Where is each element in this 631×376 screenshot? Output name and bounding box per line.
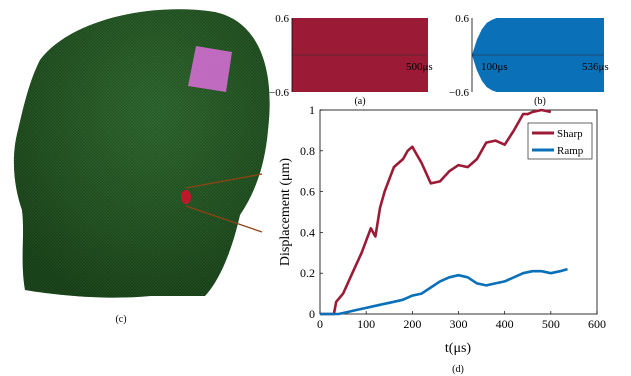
y-tick-label: 1 [309, 103, 315, 117]
signal-b-ytick-bottom: −0.6 [449, 87, 469, 99]
legend-box [527, 122, 593, 160]
x-ticks: 0 100 200 300 400 500 600 [317, 311, 606, 331]
signal-a-duration-label: 500μs [406, 61, 433, 73]
x-tick-label: 0 [317, 317, 323, 331]
signal-a-ytick-bottom: −0.6 [269, 87, 289, 99]
y-axis-label: Displacement (μm) [278, 158, 293, 267]
caption-d: (d) [452, 364, 464, 375]
series-lines [320, 108, 568, 316]
caption-b: (b) [534, 96, 546, 107]
x-axis-label: t(μs) [445, 341, 472, 356]
legend-label-ramp: Ramp [557, 145, 584, 157]
x-tick-label: 500 [542, 317, 560, 331]
y-tick-label: 0.6 [300, 185, 315, 199]
x-tick-label: 100 [357, 317, 375, 331]
y-tick-label: 0 [309, 307, 315, 321]
y-tick-label: 0.4 [300, 225, 315, 239]
signal-a-ytick-top: 0.6 [275, 13, 289, 25]
y-tick-label: 0.8 [300, 144, 315, 158]
signal-b-duration-label: 536μs [582, 61, 609, 73]
series-line-ramp [320, 267, 568, 316]
connector-line [185, 173, 263, 189]
caption-a: (a) [354, 96, 365, 107]
legend-label-sharp: Sharp [557, 128, 583, 140]
head-model [13, 9, 270, 298]
y-ticks: 0 0.2 0.4 0.6 0.8 1 [300, 103, 323, 321]
caption-c: (c) [115, 314, 126, 325]
x-tick-label: 600 [588, 317, 606, 331]
signal-b-ytick-top: 0.6 [455, 13, 469, 25]
series-line-sharp [320, 108, 552, 316]
x-tick-label: 400 [496, 317, 514, 331]
y-tick-label: 0.2 [300, 266, 315, 280]
signal-b: 0.6 −0.6 100μs 536μs [449, 13, 609, 99]
signal-a: 0.6 −0.6 500μs [269, 13, 433, 99]
x-tick-label: 300 [450, 317, 468, 331]
displacement-chart: 0 100 200 300 400 500 600 0 0.2 0.4 0.6 0.8 1 t(μs)… [278, 103, 606, 356]
signal-b-ramp-label: 100μs [481, 61, 508, 73]
connector-line [185, 205, 263, 233]
spot-marker [181, 190, 191, 204]
x-tick-label: 200 [403, 317, 421, 331]
patch-marker [188, 46, 232, 92]
legend: Sharp Ramp [527, 122, 593, 160]
